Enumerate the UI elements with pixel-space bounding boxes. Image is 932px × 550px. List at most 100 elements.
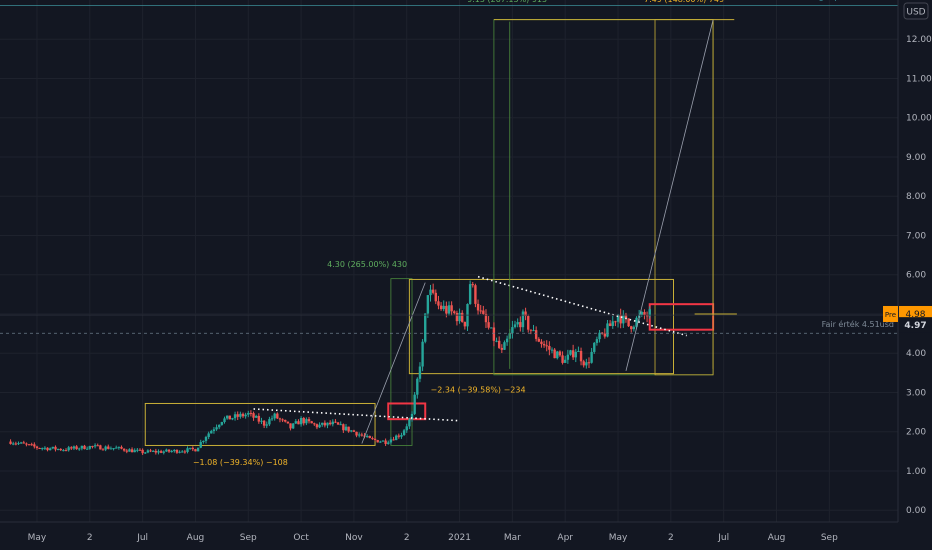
fair-value-label: Fair érték 4.51usd <box>822 319 894 329</box>
consolidation-box-1 <box>144 402 376 446</box>
candle-body <box>120 446 123 449</box>
candle-body <box>162 451 165 453</box>
candle-body <box>297 421 300 425</box>
candle-body <box>188 447 192 449</box>
candle-body <box>400 435 403 437</box>
candle-body <box>479 310 482 312</box>
candle-body <box>365 435 369 437</box>
trend-line-2 <box>477 275 687 337</box>
candle-body <box>521 311 525 328</box>
candle-body <box>128 449 131 452</box>
price-tick-label: 1.00 <box>906 467 926 477</box>
candle-body <box>99 445 102 450</box>
time-tick-label: 2 <box>404 533 410 543</box>
candle-body <box>70 447 73 449</box>
candle-body <box>392 439 395 441</box>
candle-body <box>497 340 501 348</box>
candle-body <box>286 421 290 424</box>
candle-body <box>355 431 358 436</box>
candle-body <box>614 321 617 323</box>
candle-body <box>450 305 453 312</box>
time-tick-label: May <box>28 533 47 543</box>
candle-body <box>212 429 216 431</box>
candle-body <box>542 343 546 346</box>
time-tick-label: Sep <box>240 533 257 543</box>
price-tick-label: 11.00 <box>906 74 932 84</box>
candle-body <box>624 314 628 319</box>
candle-body <box>437 301 440 306</box>
candle-body <box>558 351 562 356</box>
projection-line-2 <box>625 19 714 371</box>
candle-body <box>93 445 97 447</box>
candle-body <box>569 350 572 355</box>
time-axis[interactable]: May 2 Jul Aug Sep Oct Nov 2 2021 Mar Apr May 2 Jul Aug… <box>28 533 838 543</box>
candle-body <box>43 447 47 449</box>
projection-line-1 <box>361 282 426 444</box>
candle-body <box>513 324 517 328</box>
candle-body <box>154 450 158 453</box>
last-price-value: 4.97 <box>904 321 926 331</box>
candle-body <box>109 448 113 450</box>
candle-body <box>585 362 588 366</box>
candle-body <box>117 446 121 448</box>
candle-body <box>223 418 226 423</box>
candle-body <box>273 413 276 419</box>
price-tick-label: 3.00 <box>906 388 926 398</box>
candle-body <box>239 413 242 417</box>
candle-body <box>394 435 398 441</box>
candle-body <box>334 421 337 423</box>
candle-body <box>550 349 554 351</box>
candle-body <box>80 445 84 449</box>
candle-body <box>426 295 430 314</box>
candle-body <box>381 440 385 442</box>
candle-body <box>83 445 86 450</box>
candle-body <box>202 440 205 443</box>
candle-body <box>487 322 490 328</box>
candle-body <box>556 351 559 359</box>
candle-body <box>183 451 187 453</box>
candle-body <box>96 445 99 447</box>
time-tick-label: Apr <box>557 533 573 543</box>
candle-body <box>387 442 390 444</box>
candle-body <box>571 350 575 358</box>
time-tick-label: Nov <box>345 533 363 543</box>
candle-body <box>339 424 342 426</box>
candle-body <box>151 450 155 452</box>
candle-body <box>173 449 176 452</box>
drawing-lines <box>0 5 898 444</box>
candle-body <box>336 422 340 425</box>
trend-line-1 <box>253 408 460 422</box>
candle-body <box>165 449 168 452</box>
candle-body <box>511 327 514 334</box>
candle-body <box>632 326 636 330</box>
candle-body <box>537 338 540 342</box>
candle-body <box>85 448 89 450</box>
candle-body <box>540 341 543 344</box>
candle-body <box>236 414 239 417</box>
candle-body <box>241 413 245 417</box>
candle-body <box>268 419 271 425</box>
candle-body <box>574 351 577 358</box>
candle-body <box>342 424 345 431</box>
candle-body <box>249 412 253 414</box>
time-tick-label: Oct <box>293 533 309 543</box>
candle-body <box>252 413 255 418</box>
annotations: 4.30 (265.00%) 430 9.15 (267.13%) 915 7.49… <box>193 0 894 467</box>
candle-body <box>62 450 65 452</box>
candle-body <box>408 419 411 427</box>
candle-body <box>606 323 609 337</box>
candle-body <box>281 419 284 421</box>
candle-body <box>648 309 651 317</box>
candle-body <box>492 327 496 341</box>
candle-body <box>299 417 303 425</box>
target-price-label: Target price 12.86usd <box>806 0 894 1</box>
currency-button[interactable]: USD <box>903 2 929 20</box>
candle-body <box>310 421 313 424</box>
candle-body <box>178 451 181 453</box>
annotation-label: 7.49 (148.00%) 749 <box>644 0 724 4</box>
candle-body <box>112 448 115 450</box>
candle-body <box>247 412 250 415</box>
candle-body <box>484 313 488 323</box>
candle-body <box>130 449 134 453</box>
